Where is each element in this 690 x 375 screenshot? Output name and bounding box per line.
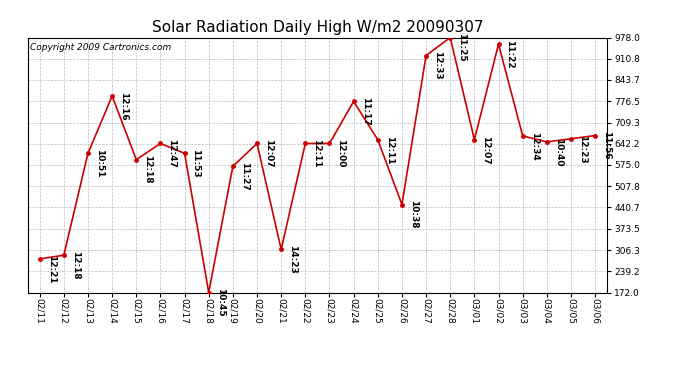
Text: 11:27: 11:27 xyxy=(240,162,249,191)
Text: 12:21: 12:21 xyxy=(47,255,56,284)
Text: 12:18: 12:18 xyxy=(71,251,80,280)
Title: Solar Radiation Daily High W/m2 20090307: Solar Radiation Daily High W/m2 20090307 xyxy=(152,20,483,35)
Text: 12:47: 12:47 xyxy=(168,140,177,168)
Text: 12:34: 12:34 xyxy=(530,132,539,160)
Text: 12:33: 12:33 xyxy=(433,51,442,80)
Text: 12:11: 12:11 xyxy=(385,135,394,164)
Text: 10:40: 10:40 xyxy=(554,138,563,166)
Text: 12:11: 12:11 xyxy=(313,140,322,168)
Text: 12:00: 12:00 xyxy=(337,140,346,168)
Text: 12:07: 12:07 xyxy=(264,140,273,168)
Text: 10:51: 10:51 xyxy=(95,149,104,178)
Text: 11:25: 11:25 xyxy=(457,33,466,62)
Text: 11:56: 11:56 xyxy=(602,131,611,160)
Text: 10:45: 10:45 xyxy=(216,288,225,317)
Text: 12:07: 12:07 xyxy=(482,135,491,164)
Text: Copyright 2009 Cartronics.com: Copyright 2009 Cartronics.com xyxy=(30,43,172,52)
Text: 11:22: 11:22 xyxy=(506,40,515,69)
Text: 12:23: 12:23 xyxy=(578,135,587,163)
Text: 12:16: 12:16 xyxy=(119,92,128,120)
Text: 12:18: 12:18 xyxy=(144,156,152,184)
Text: 10:38: 10:38 xyxy=(409,200,418,229)
Text: 11:53: 11:53 xyxy=(192,149,201,178)
Text: 11:17: 11:17 xyxy=(361,97,370,126)
Text: 14:23: 14:23 xyxy=(288,245,297,274)
